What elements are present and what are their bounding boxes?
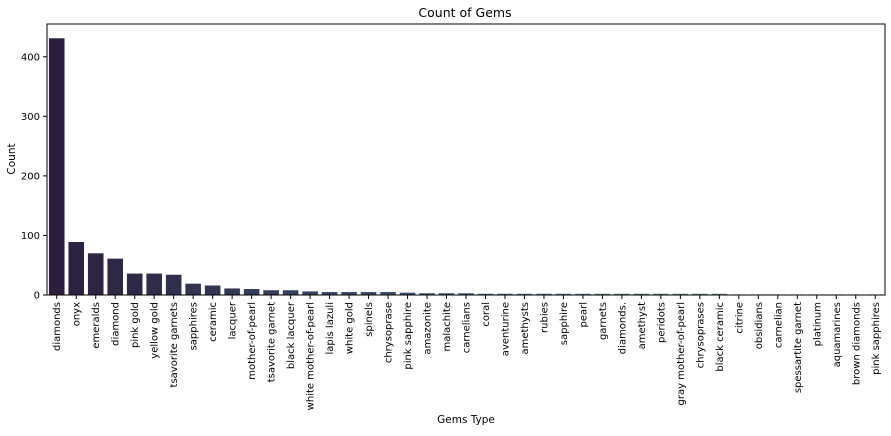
bar-6 [165, 274, 182, 295]
x-tick-label: malachite [442, 302, 453, 351]
x-tick-label: peridots [656, 302, 667, 343]
x-tick-label: white gold [345, 302, 356, 354]
x-axis-label: Gems Type [437, 414, 495, 426]
bar-10 [243, 289, 260, 295]
y-tick-label: 0 [34, 291, 40, 302]
bar-1 [68, 241, 85, 295]
x-tick-label: ceramic [208, 302, 219, 342]
x-tick-label: black ceramic [715, 302, 726, 372]
bar-24 [516, 293, 533, 295]
x-tick-label: carnelian [773, 302, 784, 348]
bar-3 [107, 258, 123, 295]
bar-18 [399, 292, 416, 295]
bar-14 [321, 292, 338, 295]
x-tick-label: pink gold [130, 302, 141, 348]
x-tick-label: coral [481, 302, 492, 327]
bar-12 [282, 290, 299, 295]
bar-20 [438, 293, 455, 295]
x-tick-label: tsavorite garnets [169, 302, 180, 387]
x-tick-label: lapis lazuli [325, 302, 336, 354]
x-tick-label: diamond [111, 302, 122, 346]
bar-11 [263, 290, 279, 295]
x-tick-label: emeralds [91, 302, 102, 349]
bar-34 [711, 293, 728, 295]
x-tick-label: chrysoprases [695, 302, 706, 368]
x-tick-label: obsidians [754, 302, 765, 349]
y-axis-ticks: 0 100 200 300 400 [21, 52, 47, 302]
bar-29 [614, 293, 630, 295]
x-tick-label: platinum [812, 302, 823, 346]
x-tick-label: aventurine [500, 302, 511, 356]
bar-15 [341, 292, 357, 295]
bar-26 [555, 293, 572, 295]
bars-group [48, 38, 884, 296]
x-tick-label: sapphire [559, 302, 570, 345]
x-tick-label: mother-of-pearl [247, 302, 258, 380]
x-tick-label: brown diamonds [851, 302, 862, 385]
bar-30 [633, 293, 650, 295]
x-tick-label: aquamarines [832, 302, 843, 367]
bar-32 [672, 293, 689, 295]
x-tick-label: diamonds [52, 302, 63, 351]
x-tick-label: garnets [598, 302, 609, 340]
bar-5 [146, 273, 162, 295]
x-axis-ticks: diamonds onyx emeralds diamond pink gold yell… [52, 295, 882, 410]
bar-9 [224, 288, 240, 295]
x-tick-label: spinels [364, 302, 375, 337]
x-tick-label: diamonds. [617, 302, 628, 354]
x-tick-label: rubies [539, 302, 550, 333]
x-tick-label: amethyst [637, 302, 648, 349]
x-tick-label: pink sapphires [871, 302, 882, 375]
bar-27 [575, 293, 591, 295]
plot-frame [46, 23, 886, 296]
bar-4 [126, 273, 143, 295]
y-tick-label: 200 [21, 171, 40, 182]
chart-title: Count of Gems [418, 5, 511, 20]
x-tick-label: carnelians [462, 302, 473, 353]
bar-13 [302, 291, 318, 295]
x-tick-label: sapphires [189, 302, 200, 350]
x-tick-label: spessartite garnet [793, 302, 804, 393]
bar-2 [87, 253, 104, 295]
x-tick-label: amazonite [423, 302, 434, 355]
y-axis-label: Count [6, 143, 18, 174]
bar-21 [458, 293, 474, 295]
bar-33 [692, 293, 708, 295]
x-tick-label: citrine [734, 302, 745, 334]
x-tick-label: tsavorite garnet [267, 302, 278, 382]
bar-0 [48, 38, 65, 295]
bar-25 [536, 293, 552, 295]
bar-7 [185, 283, 201, 295]
x-tick-label: lacquer [228, 301, 239, 339]
y-tick-label: 100 [21, 231, 40, 242]
x-tick-label: chrysoprase [384, 302, 395, 363]
bar-19 [419, 293, 435, 295]
x-tick-label: white mother-of-pearl [306, 302, 317, 410]
y-tick-label: 400 [21, 52, 40, 63]
bar-23 [497, 293, 513, 295]
x-tick-label: yellow gold [150, 302, 161, 359]
bar-16 [360, 292, 377, 295]
x-tick-label: pink sapphire [403, 302, 414, 370]
y-tick-label: 300 [21, 112, 40, 123]
x-tick-label: amethysts [520, 302, 531, 355]
x-tick-label: pearl [578, 302, 589, 328]
x-tick-label: onyx [72, 302, 83, 326]
bar-22 [477, 293, 494, 295]
bar-31 [653, 293, 669, 295]
bar-28 [594, 293, 611, 295]
x-tick-label: black lacquer [286, 301, 297, 369]
bar-8 [204, 285, 221, 295]
x-tick-label: gray mother-of-pearl [676, 302, 687, 405]
bar-17 [380, 292, 396, 295]
